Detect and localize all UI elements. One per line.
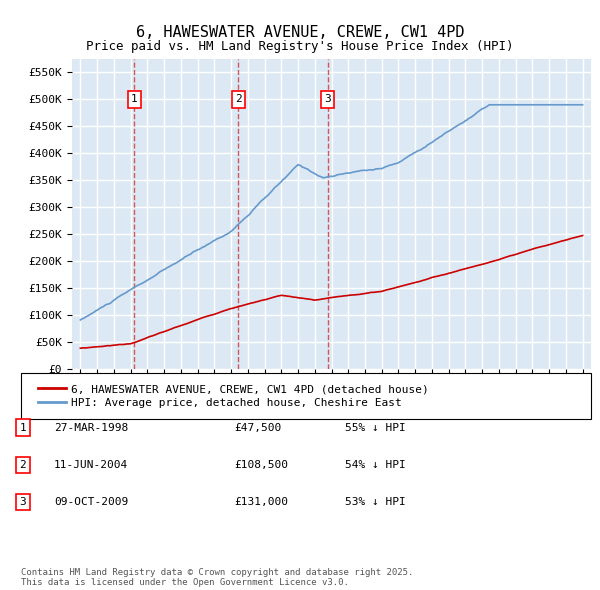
Text: 3: 3	[324, 94, 331, 104]
Text: 27-MAR-1998: 27-MAR-1998	[54, 423, 128, 432]
Text: 54% ↓ HPI: 54% ↓ HPI	[345, 460, 406, 470]
Text: 55% ↓ HPI: 55% ↓ HPI	[345, 423, 406, 432]
Text: £47,500: £47,500	[234, 423, 281, 432]
Legend: 6, HAWESWATER AVENUE, CREWE, CW1 4PD (detached house), HPI: Average price, detac: 6, HAWESWATER AVENUE, CREWE, CW1 4PD (de…	[32, 379, 434, 413]
Text: 3: 3	[19, 497, 26, 507]
Text: 11-JUN-2004: 11-JUN-2004	[54, 460, 128, 470]
Text: £108,500: £108,500	[234, 460, 288, 470]
Text: 1: 1	[19, 423, 26, 432]
Text: Price paid vs. HM Land Registry's House Price Index (HPI): Price paid vs. HM Land Registry's House …	[86, 40, 514, 53]
Text: 09-OCT-2009: 09-OCT-2009	[54, 497, 128, 507]
Text: 2: 2	[235, 94, 242, 104]
Text: 1: 1	[131, 94, 138, 104]
Text: 2: 2	[19, 460, 26, 470]
Text: 6, HAWESWATER AVENUE, CREWE, CW1 4PD: 6, HAWESWATER AVENUE, CREWE, CW1 4PD	[136, 25, 464, 40]
Text: Contains HM Land Registry data © Crown copyright and database right 2025.
This d: Contains HM Land Registry data © Crown c…	[21, 568, 413, 587]
Text: 53% ↓ HPI: 53% ↓ HPI	[345, 497, 406, 507]
Text: £131,000: £131,000	[234, 497, 288, 507]
FancyBboxPatch shape	[21, 373, 591, 419]
